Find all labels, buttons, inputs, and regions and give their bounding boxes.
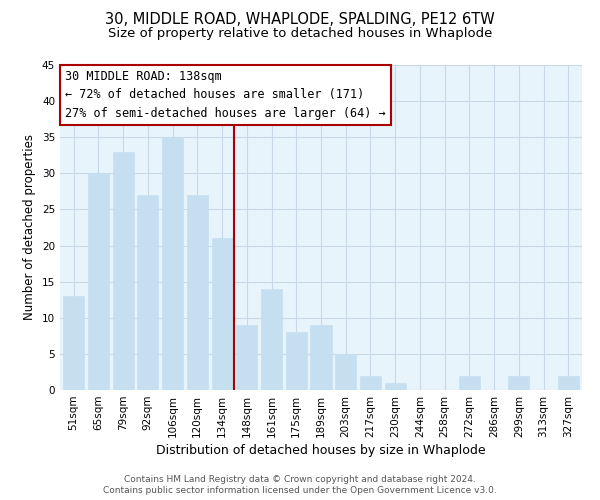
Bar xyxy=(212,238,233,390)
Text: 30, MIDDLE ROAD, WHAPLODE, SPALDING, PE12 6TW: 30, MIDDLE ROAD, WHAPLODE, SPALDING, PE1… xyxy=(105,12,495,28)
Bar xyxy=(310,325,332,390)
Bar xyxy=(508,376,529,390)
Bar xyxy=(236,325,257,390)
Y-axis label: Number of detached properties: Number of detached properties xyxy=(23,134,37,320)
Bar xyxy=(162,137,183,390)
Bar xyxy=(558,376,579,390)
Bar xyxy=(335,354,356,390)
Text: 30 MIDDLE ROAD: 138sqm
← 72% of detached houses are smaller (171)
27% of semi-de: 30 MIDDLE ROAD: 138sqm ← 72% of detached… xyxy=(65,70,386,120)
Bar xyxy=(187,195,208,390)
Bar xyxy=(88,174,109,390)
Bar xyxy=(459,376,480,390)
Text: Size of property relative to detached houses in Whaplode: Size of property relative to detached ho… xyxy=(108,28,492,40)
Bar xyxy=(261,289,282,390)
Bar xyxy=(113,152,134,390)
Bar xyxy=(137,195,158,390)
Text: Contains HM Land Registry data © Crown copyright and database right 2024.: Contains HM Land Registry data © Crown c… xyxy=(124,475,476,484)
Bar xyxy=(385,383,406,390)
Bar xyxy=(286,332,307,390)
X-axis label: Distribution of detached houses by size in Whaplode: Distribution of detached houses by size … xyxy=(156,444,486,457)
Bar xyxy=(360,376,381,390)
Text: Contains public sector information licensed under the Open Government Licence v3: Contains public sector information licen… xyxy=(103,486,497,495)
Bar xyxy=(63,296,84,390)
